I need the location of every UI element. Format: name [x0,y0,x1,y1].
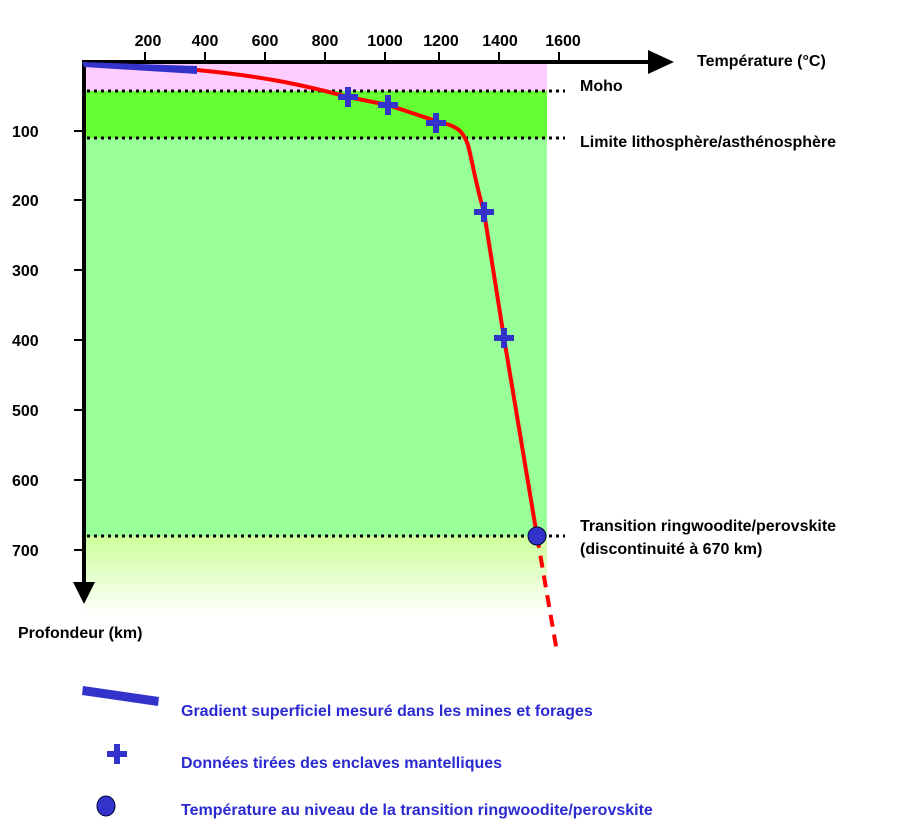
x-tick-label: 1400 [482,33,518,50]
moho-label: Moho [580,78,623,95]
legend-item: Gradient superficiel mesuré dans les min… [82,686,593,720]
y-tick-label: 300 [12,263,39,280]
y-tick-label: 500 [12,403,39,420]
x-axis-arrow-icon [648,50,674,74]
y-tick-label: 100 [12,124,39,141]
surface-gradient-bar [82,62,197,74]
enclave-data-markers [338,87,514,348]
y-axis: 100 200 300 400 500 600 700 Profondeur (… [12,60,142,642]
asthenosphere-band [85,138,547,536]
y-tick-label: 200 [12,193,39,210]
y-tick-label: 600 [12,473,39,490]
geotherm-series [82,62,559,653]
x-tick-label: 800 [312,33,339,50]
cross-marker-icon [426,113,446,133]
y-tick-label: 700 [12,543,39,560]
x-axis-title: Température (°C) [697,53,826,70]
y-axis-title: Profondeur (km) [18,625,142,642]
blue-circle-icon [96,795,116,817]
legend-item: Température au niveau de la transition r… [96,795,653,819]
transition-label: Transition ringwoodite/perovskite [580,518,836,535]
legend: Gradient superficiel mesuré dans les min… [82,686,653,819]
cross-marker-icon [494,328,514,348]
transition-sublabel: (discontinuité à 670 km) [580,541,762,558]
x-tick-label: 600 [252,33,279,50]
x-tick-label: 1200 [423,33,459,50]
geotherm-line [196,68,539,537]
lithosphere-band [85,91,547,138]
lab-label: Limite lithosphère/asthénosphère [580,134,836,151]
x-axis: 200 400 600 800 1000 1200 1400 1600 Temp… [82,33,826,74]
y-axis-arrow-icon [73,582,95,604]
legend-item: Données tirées des enclaves mantelliques [107,744,502,772]
legend-label: Gradient superficiel mesuré dans les min… [181,703,593,720]
legend-label: Température au niveau de la transition r… [181,802,653,819]
cross-marker-icon [338,87,358,107]
transition-temperature-marker-icon [527,526,547,546]
legend-label: Données tirées des enclaves mantelliques [181,755,502,772]
cross-marker-icon [378,95,398,115]
thick-blue-bar-icon [82,686,159,706]
x-tick-label: 200 [135,33,162,50]
blue-cross-icon [107,744,127,764]
x-tick-label: 400 [192,33,219,50]
y-tick-label: 400 [12,333,39,350]
cross-marker-icon [474,202,494,222]
x-tick-label: 1600 [545,33,581,50]
lower-mantle-band [85,536,547,616]
layer-bands [85,64,547,616]
x-tick-label: 1000 [367,33,403,50]
